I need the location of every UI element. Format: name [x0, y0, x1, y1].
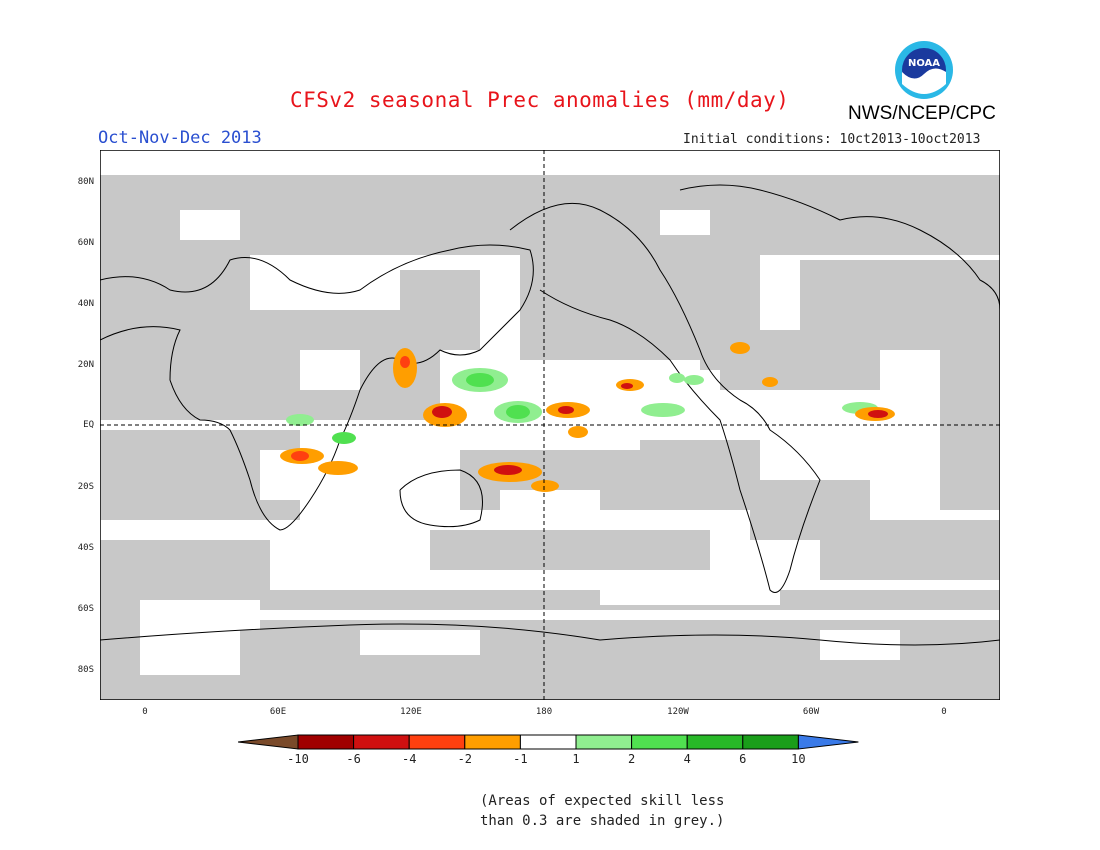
legend-arrow-low — [238, 734, 299, 750]
legend-label: -10 — [287, 752, 309, 766]
anomaly-features — [280, 342, 895, 492]
legend-label: -1 — [513, 752, 527, 766]
lat-tick-group: 80N 60N 40N 20N EQ 20S 40S 60S 80S — [78, 177, 94, 675]
lon-tick-label: 0 — [142, 707, 147, 717]
legend-box — [575, 734, 633, 750]
lat-tick-label: 60N — [78, 238, 94, 248]
legend-label: -2 — [458, 752, 472, 766]
lon-tick-group: 0 60E 120E 180 120W 60W 0 — [142, 707, 946, 717]
lon-tick-label: 180 — [536, 707, 552, 717]
lat-tick-label: 80N — [78, 177, 94, 187]
lon-tick-label: 60W — [803, 707, 820, 717]
logo-text: NOAA — [908, 58, 940, 69]
lat-tick-label: 40S — [78, 543, 94, 553]
lon-tick-label: 60E — [270, 707, 286, 717]
color-legend: -10 -6 -4 -2 -1 1 2 4 6 10 — [238, 734, 859, 766]
legend-box — [297, 734, 355, 750]
noaa-logo: NOAA — [895, 41, 953, 99]
legend-label: 10 — [791, 752, 805, 766]
legend-label: 2 — [628, 752, 635, 766]
legend-arrow-high — [797, 734, 859, 750]
lat-tick-label: 40N — [78, 299, 94, 309]
lat-tick-label: 20S — [78, 482, 94, 492]
reference-lines — [100, 150, 1000, 700]
legend-box — [353, 734, 410, 750]
legend-box — [631, 734, 688, 750]
lon-tick-label: 0 — [941, 707, 946, 717]
legend-box — [519, 734, 577, 750]
lat-tick-label: EQ — [83, 420, 94, 430]
legend-box — [686, 734, 744, 750]
legend-label: -6 — [346, 752, 360, 766]
legend-label: -4 — [402, 752, 416, 766]
agency-label: NWS/NCEP/CPC — [848, 103, 996, 124]
legend-label: 6 — [739, 752, 746, 766]
legend-box — [742, 734, 799, 750]
skill-note: (Areas of expected skill less than 0.3 a… — [480, 791, 724, 831]
legend-boxes — [238, 734, 859, 750]
lon-tick-label: 120W — [667, 707, 689, 717]
lat-tick-label: 60S — [78, 604, 94, 614]
note-line-2: than 0.3 are shaded in grey.) — [480, 813, 725, 829]
note-line-1: (Areas of expected skill less — [480, 793, 725, 809]
chart-title: CFSv2 seasonal Prec anomalies (mm/day) — [290, 88, 790, 112]
lat-tick-label: 20N — [78, 360, 94, 370]
legend-label: 4 — [684, 752, 691, 766]
season-label: Oct-Nov-Dec 2013 — [98, 128, 262, 148]
white-patches — [140, 210, 900, 660]
legend-label: 1 — [572, 752, 579, 766]
precip-anomaly-map — [100, 150, 1000, 700]
legend-labels: -10 -6 -4 -2 -1 1 2 4 6 10 — [287, 752, 805, 766]
legend-box — [464, 734, 521, 750]
initial-conditions: Initial conditions: 10ct2013-10oct2013 — [683, 132, 981, 147]
legend-box — [408, 734, 466, 750]
lon-tick-label: 120E — [400, 707, 422, 717]
lat-tick-label: 80S — [78, 665, 94, 675]
